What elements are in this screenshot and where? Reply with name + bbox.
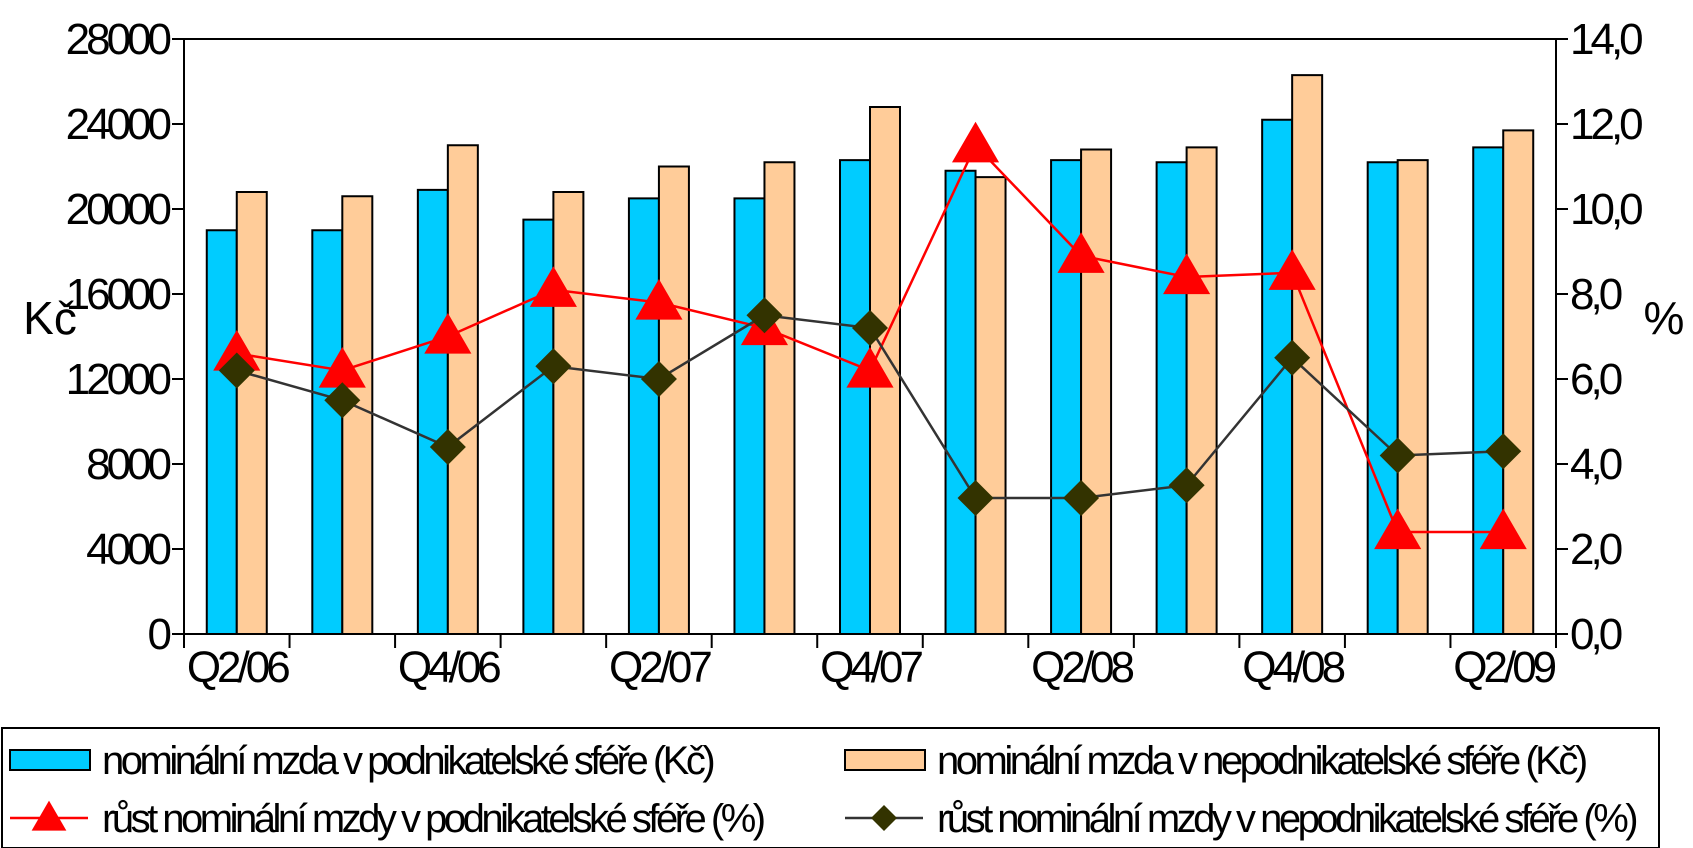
bar-nonbusiness-1 <box>341 195 374 635</box>
x-tick-label-8: Q2/08 <box>1031 643 1133 692</box>
x-tick-label-12: Q2/09 <box>1453 643 1555 692</box>
bar-business-4 <box>627 197 660 635</box>
bar-nonbusiness-3 <box>552 191 585 635</box>
y-axis-title: Kč <box>23 292 77 344</box>
y2-tick-label-7: 14,0 <box>1570 15 1642 64</box>
legend-label-growth-nonbusiness: růst nominální mzdy v nepodnikatelské sf… <box>937 797 1636 841</box>
point-growth-nonbusiness-1 <box>324 382 361 419</box>
point-growth-business-12 <box>1479 508 1527 550</box>
point-growth-business-1 <box>318 346 366 388</box>
point-growth-nonbusiness-3 <box>535 348 572 385</box>
x-tick-label-10: Q4/08 <box>1242 643 1344 692</box>
legend-swatch-nonbusiness <box>844 749 926 771</box>
y2-tick-label-0: 0,0 <box>1570 610 1622 659</box>
legend-box <box>1 727 1660 848</box>
bar-business-8 <box>1050 159 1083 635</box>
point-growth-nonbusiness-0 <box>218 352 255 389</box>
point-growth-business-10 <box>1268 249 1316 290</box>
y2-tick-label-1: 2,0 <box>1570 525 1622 574</box>
y-tick-label-3: 12000 <box>66 355 171 404</box>
bar-business-7 <box>944 169 977 635</box>
point-growth-business-0 <box>213 329 261 371</box>
bar-business-9 <box>1155 161 1188 635</box>
point-growth-nonbusiness-12 <box>1485 433 1522 470</box>
x-tick-label-4: Q2/07 <box>609 643 711 692</box>
point-growth-nonbusiness-10 <box>1274 339 1311 376</box>
y2-tick-label-3: 6,0 <box>1570 355 1622 404</box>
point-growth-business-11 <box>1374 508 1422 550</box>
bar-nonbusiness-7 <box>974 176 1007 635</box>
plot-area: 0 4000 8000 12000 16000 20000 24000 28000 0,0 2,0… <box>66 15 1647 692</box>
y-tick-label-7: 28000 <box>66 15 171 64</box>
point-growth-nonbusiness-2 <box>429 429 466 465</box>
legend: nominální mzda v podnikatelské sféře (Kč… <box>1 727 1660 848</box>
point-growth-business-4 <box>635 278 683 320</box>
bar-business-11 <box>1366 161 1399 635</box>
bar-business-6 <box>839 159 871 635</box>
y2-tick-label-2: 4,0 <box>1570 440 1622 489</box>
bar-nonbusiness-12 <box>1502 129 1535 635</box>
y-tick-label-6: 24000 <box>66 100 171 149</box>
bar-business-1 <box>311 229 344 635</box>
y-tick-label-1: 4000 <box>86 525 170 574</box>
point-growth-nonbusiness-8 <box>1063 480 1100 516</box>
bar-business-2 <box>416 188 449 635</box>
y-tick-label-5: 20000 <box>66 185 171 234</box>
y-tick-label-2: 8000 <box>86 440 170 489</box>
legend-label-business: nominální mzda v podnikatelské sféře (Kč… <box>102 739 713 783</box>
point-growth-nonbusiness-11 <box>1379 437 1416 474</box>
y2-tick-label-5: 10,0 <box>1570 185 1642 234</box>
x-tick-label-0: Q2/06 <box>187 643 289 692</box>
y-tick-label-0: 0 <box>148 610 171 659</box>
legend-marker-growth-nonbusiness <box>871 805 897 831</box>
bar-nonbusiness-4 <box>657 165 690 635</box>
legend-marker-growth-business <box>31 800 67 831</box>
y2-tick-label-6: 12,0 <box>1570 100 1642 149</box>
bar-nonbusiness-2 <box>446 144 479 635</box>
x-tick-label-6: Q4/07 <box>820 643 922 692</box>
bar-nonbusiness-0 <box>235 191 268 635</box>
point-growth-nonbusiness-7 <box>957 480 994 516</box>
point-growth-nonbusiness-4 <box>640 361 677 397</box>
bar-nonbusiness-11 <box>1396 159 1429 635</box>
bar-business-0 <box>205 229 238 635</box>
point-growth-nonbusiness-5 <box>746 297 783 334</box>
bar-business-5 <box>733 197 766 635</box>
point-growth-nonbusiness-9 <box>1168 467 1205 504</box>
point-growth-nonbusiness-6 <box>852 310 888 346</box>
x-tick-label-2: Q4/06 <box>398 643 500 692</box>
y2-axis-title: % <box>1644 292 1685 344</box>
legend-label-nonbusiness: nominální mzda v nepodnikatelské sféře (… <box>937 739 1586 783</box>
point-growth-business-6 <box>846 346 894 388</box>
point-growth-business-9 <box>1163 253 1211 295</box>
point-growth-business-2 <box>424 312 472 354</box>
legend-swatch-business <box>9 749 91 771</box>
bar-nonbusiness-5 <box>763 161 796 635</box>
y2-tick-label-4: 8,0 <box>1570 270 1622 319</box>
y-tick-label-4: 16000 <box>66 270 171 319</box>
bar-business-12 <box>1472 146 1505 635</box>
legend-label-growth-business: růst nominální mzdy v podnikatelské sféř… <box>102 797 764 841</box>
point-growth-business-7 <box>951 121 1000 163</box>
bar-nonbusiness-9 <box>1185 146 1218 635</box>
point-growth-business-3 <box>529 266 577 307</box>
bar-nonbusiness-8 <box>1080 148 1113 635</box>
point-growth-business-8 <box>1057 232 1105 273</box>
